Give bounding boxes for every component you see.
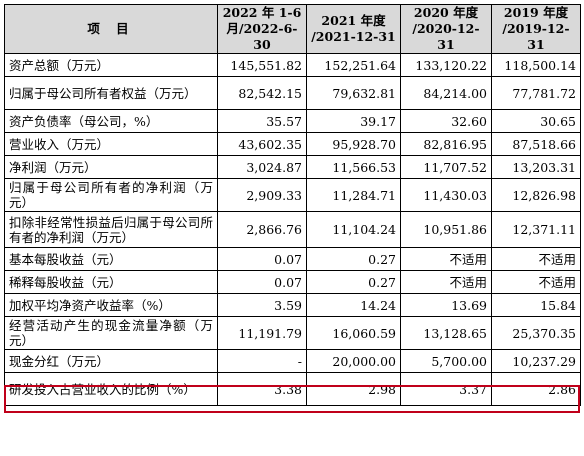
cell-2021: 11,566.53	[306, 155, 401, 179]
cell-2022h1: 11,191.79	[217, 316, 307, 350]
cell-2019: 77,781.72	[491, 76, 581, 110]
cell-2020: 13,128.65	[400, 316, 492, 350]
table-row-net-profit: 净利润（万元） 3,024.87 11,566.53 11,707.52 13,…	[4, 155, 581, 179]
header-year-2021: 2021 年度/2021-12-31	[306, 4, 401, 54]
table-row-revenue: 营业收入（万元） 43,602.35 95,928.70 82,816.95 8…	[4, 132, 581, 156]
table-row-operating-cash-flow: 经营活动产生的现金流量净额（万元） 11,191.79 16,060.59 13…	[4, 316, 581, 350]
cell-2020: 不适用	[400, 247, 492, 271]
header-year-2022h1: 2022 年 1-6 月/2022-6-30	[217, 4, 307, 54]
cell-2019: 15.84	[491, 293, 581, 317]
row-label: 归属于母公司所有者权益（万元）	[4, 76, 218, 110]
cell-2019: 30.65	[491, 109, 581, 133]
cell-2021: 2.98	[306, 372, 401, 406]
row-label: 现金分红（万元）	[4, 349, 218, 373]
cell-2019: 25,370.35	[491, 316, 581, 350]
cell-2019: 118,500.14	[491, 53, 581, 77]
table-row-parent-net-profit: 归属于母公司所有者的净利润（万元） 2,909.33 11,284.71 11,…	[4, 178, 581, 212]
cell-2019: 13,203.31	[491, 155, 581, 179]
cell-2019: 2.86	[491, 372, 581, 406]
header-item: 项 目	[4, 4, 218, 54]
cell-2019: 12,826.98	[491, 178, 581, 212]
row-label: 加权平均净资产收益率（%）	[4, 293, 218, 317]
cell-2022h1: 43,602.35	[217, 132, 307, 156]
row-label: 资产总额（万元）	[4, 53, 218, 77]
cell-2022h1: 0.07	[217, 247, 307, 271]
cell-2020: 10,951.86	[400, 211, 492, 248]
cell-2021: 14.24	[306, 293, 401, 317]
table-row-diluted-eps: 稀释每股收益（元） 0.07 0.27 不适用 不适用	[4, 270, 581, 294]
table-row-deducted-net-profit: 扣除非经常性损益后归属于母公司所有者的净利润（万元） 2,866.76 11,1…	[4, 211, 581, 248]
row-label: 经营活动产生的现金流量净额（万元）	[4, 316, 218, 350]
cell-2021: 79,632.81	[306, 76, 401, 110]
cell-2021: 11,284.71	[306, 178, 401, 212]
row-label: 稀释每股收益（元）	[4, 270, 218, 294]
cell-2022h1: 3.59	[217, 293, 307, 317]
cell-2022h1: 2,909.33	[217, 178, 307, 212]
row-label: 基本每股收益（元）	[4, 247, 218, 271]
cell-2020: 不适用	[400, 270, 492, 294]
cell-2022h1: 82,542.15	[217, 76, 307, 110]
cell-2019: 不适用	[491, 270, 581, 294]
cell-2020: 3.37	[400, 372, 492, 406]
table-row-basic-eps: 基本每股收益（元） 0.07 0.27 不适用 不适用	[4, 247, 581, 271]
cell-2022h1: -	[217, 349, 307, 373]
cell-2020: 133,120.22	[400, 53, 492, 77]
cell-2021: 0.27	[306, 270, 401, 294]
cell-2019: 10,237.29	[491, 349, 581, 373]
table-row-rd-ratio: 研发投入占营业收入的比例（%） 3.38 2.98 3.37 2.86	[4, 372, 581, 406]
row-label: 扣除非经常性损益后归属于母公司所有者的净利润（万元）	[4, 211, 218, 248]
cell-2021: 95,928.70	[306, 132, 401, 156]
cell-2022h1: 35.57	[217, 109, 307, 133]
cell-2020: 11,430.03	[400, 178, 492, 212]
cell-2021: 0.27	[306, 247, 401, 271]
cell-2020: 13.69	[400, 293, 492, 317]
row-label: 净利润（万元）	[4, 155, 218, 179]
row-label: 资产负债率（母公司，%）	[4, 109, 218, 133]
cell-2022h1: 3.38	[217, 372, 307, 406]
table-row-debt-ratio: 资产负债率（母公司，%） 35.57 39.17 32.60 30.65	[4, 109, 581, 133]
table-row-cash-dividend: 现金分红（万元） - 20,000.00 5,700.00 10,237.29	[4, 349, 581, 373]
header-row: 项 目 2022 年 1-6 月/2022-6-30 2021 年度/2021-1…	[4, 4, 581, 54]
cell-2019: 不适用	[491, 247, 581, 271]
cell-2019: 12,371.11	[491, 211, 581, 248]
row-label: 营业收入（万元）	[4, 132, 218, 156]
cell-2022h1: 145,551.82	[217, 53, 307, 77]
cell-2020: 32.60	[400, 109, 492, 133]
header-year-2020: 2020 年度/2020-12-31	[400, 4, 492, 54]
financial-summary-table: 项 目 2022 年 1-6 月/2022-6-30 2021 年度/2021-1…	[4, 4, 581, 406]
cell-2020: 5,700.00	[400, 349, 492, 373]
table-row-total-assets: 资产总额（万元） 145,551.82 152,251.64 133,120.2…	[4, 53, 581, 77]
cell-2022h1: 3,024.87	[217, 155, 307, 179]
cell-2021: 152,251.64	[306, 53, 401, 77]
table-row-parent-equity: 归属于母公司所有者权益（万元） 82,542.15 79,632.81 84,2…	[4, 76, 581, 110]
cell-2022h1: 0.07	[217, 270, 307, 294]
header-year-2019: 2019 年度/2019-12-31	[491, 4, 581, 54]
cell-2021: 39.17	[306, 109, 401, 133]
cell-2019: 87,518.66	[491, 132, 581, 156]
row-label: 归属于母公司所有者的净利润（万元）	[4, 178, 218, 212]
cell-2021: 11,104.24	[306, 211, 401, 248]
cell-2020: 82,816.95	[400, 132, 492, 156]
cell-2021: 20,000.00	[306, 349, 401, 373]
cell-2022h1: 2,866.76	[217, 211, 307, 248]
cell-2020: 84,214.00	[400, 76, 492, 110]
table-row-weighted-roe: 加权平均净资产收益率（%） 3.59 14.24 13.69 15.84	[4, 293, 581, 317]
row-label: 研发投入占营业收入的比例（%）	[4, 372, 218, 406]
cell-2020: 11,707.52	[400, 155, 492, 179]
cell-2021: 16,060.59	[306, 316, 401, 350]
